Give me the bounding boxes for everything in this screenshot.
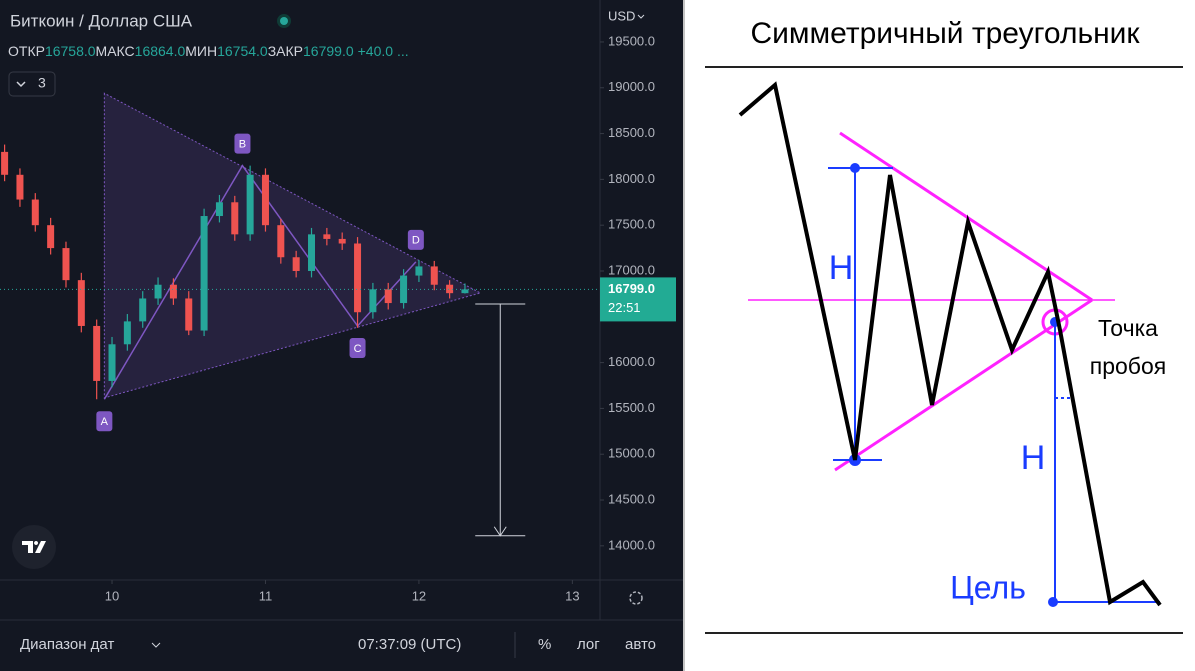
candle-body xyxy=(47,225,55,249)
auto-toggle[interactable]: авто xyxy=(625,636,656,653)
chevron xyxy=(151,642,161,648)
y-tick-label: 14000.0 xyxy=(608,537,655,552)
y-tick-label: 17000.0 xyxy=(608,262,655,277)
clock: 07:37:09 (UTC) xyxy=(358,636,461,653)
pattern-badge xyxy=(96,411,113,432)
ohlc-label: ЗАКР xyxy=(268,43,303,59)
candle-body xyxy=(31,199,39,226)
price-badge xyxy=(600,277,676,322)
settings-icon[interactable] xyxy=(629,591,643,605)
candle-body xyxy=(200,216,208,331)
candle-body xyxy=(354,243,362,313)
candle-body xyxy=(415,266,423,276)
target-label: Цель xyxy=(950,569,1026,605)
ohlc-line: ОТКР16758.0МАКС16864.0МИН16754.0ЗАКР1679… xyxy=(8,43,409,59)
chevron xyxy=(16,81,26,88)
pattern-label: C xyxy=(354,343,362,355)
countdown: 22:51 xyxy=(608,300,641,315)
candle-body xyxy=(231,202,239,235)
height-markers xyxy=(828,163,1160,607)
x-tick-label: 12 xyxy=(412,588,426,603)
logo xyxy=(22,541,46,553)
ohlc-value: 16864.0 xyxy=(135,43,186,59)
diagram-panel xyxy=(683,0,1195,671)
price-label: 16799.0 xyxy=(608,281,655,296)
candle-body xyxy=(123,321,131,345)
ohlc-value: 16799.0 xyxy=(303,43,354,59)
candle-body xyxy=(1,151,9,175)
candle-body xyxy=(215,202,223,217)
ohlc-value: 16754.0 xyxy=(217,43,268,59)
pattern-label: D xyxy=(412,235,420,247)
x-tick-label: 10 xyxy=(105,588,119,603)
candle-body xyxy=(93,325,101,381)
triangle-pattern xyxy=(103,92,482,399)
y-tick-label: 15000.0 xyxy=(608,446,655,461)
candle-body xyxy=(369,289,377,313)
pattern-badge xyxy=(349,337,366,358)
diagram-title: Симметричный треугольник xyxy=(750,17,1140,50)
pattern-badge xyxy=(407,229,424,250)
x-tick-label: 13 xyxy=(565,588,579,603)
y-tick-label: 18500.0 xyxy=(608,125,655,140)
x-tick-label: 11 xyxy=(259,588,273,603)
ohlc-label: ОТКР xyxy=(8,43,45,59)
logo-bg xyxy=(12,525,56,569)
candle-body xyxy=(338,238,346,244)
candle-body xyxy=(323,234,331,239)
candle-body xyxy=(446,284,454,294)
candle-body xyxy=(169,284,177,299)
candle-body xyxy=(16,174,24,200)
y-tick-label: 17500.0 xyxy=(608,217,655,232)
status-dot xyxy=(280,17,288,25)
log-toggle[interactable]: лог xyxy=(577,636,600,653)
ohlc-label: МАКС xyxy=(96,43,135,59)
currency[interactable]: USD xyxy=(608,8,635,23)
indicator-count: 3 xyxy=(38,75,46,91)
breakout-label: Точка xyxy=(1098,315,1158,341)
y-tick-label: 19000.0 xyxy=(608,79,655,94)
candle-body xyxy=(139,298,147,322)
candle-body xyxy=(185,298,193,331)
pattern-label: B xyxy=(239,139,246,151)
candle-body xyxy=(154,284,162,299)
candle-body xyxy=(384,289,392,304)
percent-toggle[interactable]: % xyxy=(538,636,551,653)
candle-body xyxy=(261,174,269,226)
chevron xyxy=(637,14,645,19)
candle-body xyxy=(292,257,300,271)
y-tick-label: 15500.0 xyxy=(608,400,655,415)
height-label: H xyxy=(1021,439,1046,477)
candle-body xyxy=(430,266,438,285)
arrow-head xyxy=(493,526,507,537)
candle-body xyxy=(77,280,85,326)
candle-body xyxy=(277,225,285,258)
height-label: H xyxy=(829,249,854,287)
symbol: Биткоин / Доллар США xyxy=(10,11,193,30)
y-tick-label: 19500.0 xyxy=(608,33,655,48)
candle-body xyxy=(308,234,316,271)
price-zigzag xyxy=(738,81,1162,607)
indicator-toggle[interactable] xyxy=(8,71,56,97)
candle-body xyxy=(461,289,469,294)
y-tick-label: 14500.0 xyxy=(608,491,655,506)
candle-body xyxy=(400,275,408,304)
candle-body xyxy=(246,174,254,235)
breakout-label: пробоя xyxy=(1090,353,1166,379)
pattern-badge xyxy=(234,133,251,154)
date-range[interactable]: Диапазон дат xyxy=(20,636,114,653)
candle-body xyxy=(108,344,116,381)
pattern-label: A xyxy=(101,416,109,428)
y-tick-label: 18000.0 xyxy=(608,171,655,186)
ohlc-label: МИН xyxy=(185,43,217,59)
candle-body xyxy=(62,248,70,281)
y-tick-label: 16000.0 xyxy=(608,354,655,369)
change: +40.0 ... xyxy=(358,43,409,59)
chart-panel xyxy=(0,0,683,671)
plot: A B C D xyxy=(0,92,600,537)
ohlc-value: 16758.0 xyxy=(45,43,96,59)
